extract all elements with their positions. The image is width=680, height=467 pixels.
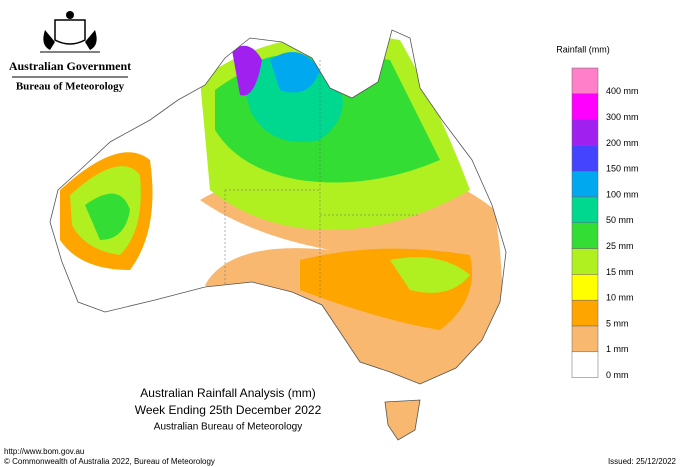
legend-title: Rainfall (mm) [556,44,610,54]
legend-label: 300 mm [606,112,639,122]
legend-swatch [571,299,599,327]
legend-label: 10 mm [606,293,634,303]
legend-swatch [571,196,599,224]
legend-swatch [571,325,599,353]
legend-label: 50 mm [606,215,634,225]
legend-swatch [571,170,599,198]
legend-label: 15 mm [606,267,634,277]
map-title: Australian Rainfall Analysis (mm) [140,386,315,400]
map-subtitle: Week Ending 25th December 2022 [135,403,322,417]
legend-swatch [571,119,599,146]
logo [40,11,100,53]
footer-copyright: © Commonwealth of Australia 2022, Bureau… [4,457,215,466]
legend-swatch [571,67,599,95]
legend-swatch [571,351,599,378]
legend-label: 150 mm [606,164,639,174]
legend-label: 0 mm [606,370,629,380]
legend-swatch [571,222,599,249]
map [49,29,507,441]
legend-label: 400 mm [606,86,639,96]
legend-label: 100 mm [606,189,639,199]
legend-swatch [571,145,599,172]
legend-swatch [571,274,599,301]
legend-label: 200 mm [606,138,639,148]
map-source: Australian Bureau of Meteorology [154,422,302,433]
legend-label: 5 mm [606,318,629,328]
legend-label: 25 mm [606,241,634,251]
footer-url: http://www.bom.gov.au [4,447,84,456]
agency: Bureau of Meteorology [16,81,125,93]
footer-issued: Issued: 25/12/2022 [608,457,677,466]
legend: 400 mm 300 mm 200 mm 150 mm 100 mm 50 mm 25 mm… [571,67,639,380]
legend-swatch [571,93,599,120]
legend-swatch [571,248,599,275]
legend-label: 1 mm [606,344,629,354]
government: Australian Government [9,59,131,73]
